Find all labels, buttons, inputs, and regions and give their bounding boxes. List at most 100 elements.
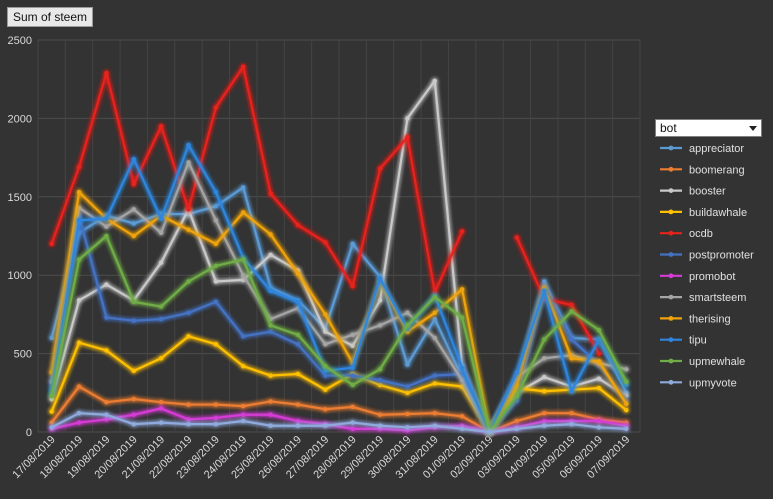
legend-entry-smartsteem[interactable]: smartsteem <box>660 292 746 304</box>
data-point-buildawhale <box>323 387 328 392</box>
legend-entry-booster[interactable]: booster <box>660 186 726 198</box>
data-point-ocdb <box>49 241 54 247</box>
data-point-therising <box>186 227 191 232</box>
data-point-promobot <box>186 417 191 422</box>
legend-entry-upmewhale[interactable]: upmewhale <box>660 356 745 368</box>
data-point-smartsteem <box>131 207 136 212</box>
data-point-boomerang <box>514 418 520 424</box>
data-point-upmewhale <box>596 327 602 333</box>
legend-label: booster <box>689 186 726 198</box>
data-point-upmyvote <box>213 421 219 427</box>
data-point-upmyvote <box>76 410 82 416</box>
data-point-buildawhale <box>131 368 136 374</box>
data-point-postpromoter <box>158 316 164 322</box>
legend-field-label: bot <box>660 121 677 135</box>
data-point-upmewhale <box>49 393 54 399</box>
data-point-promobot <box>596 418 602 424</box>
data-point-upmyvote <box>377 423 383 428</box>
data-point-postpromoter <box>432 373 437 378</box>
data-point-ocdb <box>350 283 355 289</box>
data-point-smartsteem <box>624 367 629 372</box>
data-point-ocdb <box>131 182 136 187</box>
field-button-sum-of-steem[interactable]: Sum of steem <box>7 7 94 27</box>
legend-entry-appreciator[interactable]: appreciator <box>660 143 744 155</box>
data-point-upmewhale <box>295 332 301 337</box>
data-point-booster <box>596 376 602 381</box>
data-point-boomerang <box>158 400 164 405</box>
data-point-upmewhale <box>350 382 355 388</box>
legend-entry-tipu[interactable]: tipu <box>660 335 707 347</box>
data-point-therising <box>131 233 136 239</box>
data-point-promobot <box>377 426 383 432</box>
data-point-appreciator <box>624 390 629 395</box>
legend-filter-dropdown[interactable]: bot <box>655 119 762 137</box>
legend-entry-boomerang[interactable]: boomerang <box>660 164 745 176</box>
data-point-boomerang <box>213 402 219 407</box>
data-point-upmewhale <box>432 294 437 300</box>
data-point-boomerang <box>76 384 82 389</box>
data-point-ocdb <box>158 124 164 129</box>
data-point-promobot <box>268 412 273 417</box>
data-point-buildawhale <box>405 390 410 395</box>
data-point-boomerang <box>49 420 54 425</box>
data-point-promobot <box>295 418 301 424</box>
data-point-smartsteem <box>323 341 328 347</box>
data-point-buildawhale <box>213 341 219 347</box>
series-line-tipu <box>50 143 628 434</box>
data-point-ocdb <box>295 222 301 228</box>
legend-marker <box>668 209 674 215</box>
data-point-smartsteem <box>432 335 437 341</box>
legend-label: promobot <box>689 271 735 283</box>
data-point-buildawhale <box>542 389 547 394</box>
data-point-appreciator <box>49 335 54 341</box>
legend-entry-promobot[interactable]: promobot <box>660 271 735 283</box>
legend-entry-upmyvote[interactable]: upmyvote <box>660 377 737 389</box>
data-point-boomerang <box>350 404 355 410</box>
data-point-ocdb <box>459 229 465 234</box>
data-point-upmyvote <box>104 412 109 417</box>
data-point-tipu <box>131 156 136 162</box>
data-point-appreciator <box>241 185 246 190</box>
data-point-ocdb <box>323 240 328 245</box>
data-point-upmewhale <box>569 309 574 314</box>
data-point-postpromoter <box>295 341 301 347</box>
data-point-smartsteem <box>542 356 547 361</box>
series-line-upmewhale <box>50 234 628 434</box>
legend-marker <box>668 145 674 151</box>
legend-marker <box>668 166 674 172</box>
data-point-appreciator <box>405 362 410 367</box>
data-point-ocdb <box>596 351 602 356</box>
data-point-boomerang <box>323 407 328 412</box>
data-point-buildawhale <box>76 340 82 345</box>
data-point-postpromoter <box>514 398 520 403</box>
data-point-boomerang <box>268 399 273 404</box>
data-point-booster <box>104 282 109 287</box>
series-line-ocdb <box>50 65 464 294</box>
data-point-therising <box>432 310 437 316</box>
legend-entry-buildawhale[interactable]: buildawhale <box>660 207 747 219</box>
data-point-buildawhale <box>49 409 54 414</box>
data-point-tipu <box>213 189 219 195</box>
data-point-upmyvote <box>624 426 629 432</box>
data-point-upmyvote <box>49 425 54 430</box>
legend-entry-therising[interactable]: therising <box>660 313 731 325</box>
data-point-upmyvote <box>323 423 328 428</box>
data-point-boomerang <box>131 396 136 402</box>
legend-label: upmewhale <box>689 356 745 368</box>
y-tick-label: 1500 <box>8 192 32 204</box>
legend-entry-ocdb[interactable]: ocdb <box>660 228 713 240</box>
data-point-smartsteem <box>459 378 465 383</box>
data-point-tipu <box>596 337 602 342</box>
data-point-promobot <box>213 415 219 421</box>
data-point-postpromoter <box>241 334 246 339</box>
dropdown-arrow-icon[interactable] <box>749 126 757 131</box>
data-point-boomerang <box>295 402 301 407</box>
legend-entry-postpromoter[interactable]: postpromoter <box>660 250 754 262</box>
data-point-tipu <box>295 299 301 305</box>
data-point-therising <box>569 356 574 361</box>
y-tick-label: 500 <box>14 349 32 361</box>
data-point-postpromoter <box>186 310 191 316</box>
legend-marker <box>668 273 674 279</box>
data-point-boomerang <box>104 400 109 405</box>
legend-marker <box>668 230 674 236</box>
